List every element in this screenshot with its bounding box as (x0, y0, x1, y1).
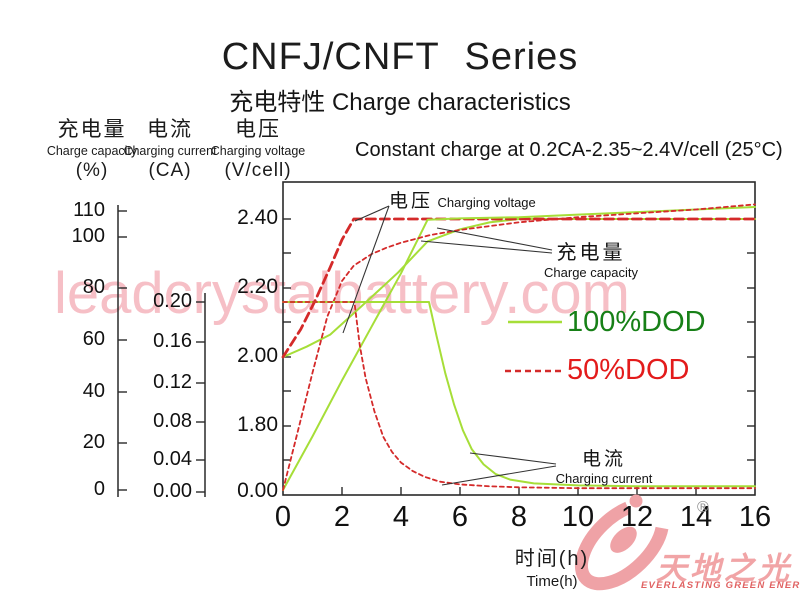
watermark-text: leadcrystalbattery.com (54, 261, 630, 326)
current-axis-label-zh: 电流 (147, 118, 193, 141)
chart-condition-title: Constant charge at 0.2CA-2.35~2.4V/cell … (355, 139, 783, 161)
voltage-tick-label: 2.00 (237, 344, 278, 367)
curve-100dod-current (282, 301, 756, 488)
capacity-axis-unit: (%) (75, 159, 109, 181)
page-title: CNFJ/CNFT Series (221, 36, 579, 78)
capacity-tick-label: 20 (82, 431, 105, 453)
capacity-axis-label-zh: 充电量 (57, 118, 127, 141)
voltage-axis-unit: (V/cell) (224, 159, 292, 181)
annotation-charging-current: 电流 Charging current (550, 444, 658, 486)
voltage-tick-label: 1.80 (237, 413, 278, 436)
current-tick-label: 0.12 (153, 371, 192, 393)
brand-tagline: EVERLASTING GREEN ENERGY (641, 580, 800, 591)
curve-50dod-capacity (282, 203, 756, 491)
time-tick-label: 14 (679, 501, 713, 533)
current-tick-label: 0.20 (153, 290, 192, 312)
annotation-leader-line (342, 205, 390, 334)
capacity-tick-label: 110 (73, 199, 105, 221)
capacity-axis-label-en: Charge capacity (46, 143, 138, 158)
logo-dot (629, 494, 643, 508)
time-axis-label-zh: 时间(h) (514, 548, 590, 570)
time-axis-title: 时间(h) Time(h) (492, 542, 612, 590)
time-axis-label-en: Time(h) (526, 573, 578, 590)
current-axis-unit: (CA) (148, 159, 192, 181)
voltage-axis-label-en: Charging voltage (210, 143, 306, 158)
current-tick-label: 0.04 (153, 448, 192, 470)
brand-name: 天地之光 (656, 551, 792, 586)
annotation-charge-capacity-en: Charge capacity (544, 265, 638, 280)
time-tick-label: 4 (392, 501, 410, 533)
registered-trademark-icon: ® (697, 499, 709, 516)
voltage-axis-label-zh: 电压 (235, 118, 281, 141)
logo-inner-blob (610, 526, 637, 553)
voltage-axis-header: 电压 Charging voltage (V/cell) (198, 118, 318, 181)
time-tick-label: 6 (451, 501, 469, 533)
annotation-charging-current-zh: 电流 (581, 449, 626, 470)
capacity-tick-label: 80 (82, 276, 105, 298)
annotation-charging-voltage-en: Charging voltage (437, 195, 536, 210)
curve-100dod-voltage (282, 218, 756, 358)
annotation-leader-line (441, 465, 557, 486)
capacity-tick-label: 60 (82, 328, 105, 350)
logo-ring (574, 497, 670, 591)
annotation-leader-line (436, 227, 553, 251)
capacity-tick-label: 40 (82, 380, 105, 402)
current-tick-label: 0.08 (153, 410, 192, 432)
annotation-charging-current-en: Charging current (555, 471, 653, 486)
capacity-tick-label: 100 (71, 225, 105, 247)
voltage-tick-label: 2.40 (237, 206, 278, 229)
current-tick-label: 0.00 (153, 480, 192, 502)
brand-logo-swoosh (574, 494, 670, 591)
time-tick-label: 2 (333, 501, 351, 533)
capacity-tick-label: 0 (93, 478, 105, 500)
time-tick-label: 10 (561, 501, 595, 533)
page-subtitle: 充电特性 Charge characteristics (229, 89, 571, 116)
voltage-tick-label: 0.00 (237, 479, 278, 502)
annotation-charging-voltage-zh: 电压 (389, 191, 434, 212)
curve-100dod-capacity (282, 206, 756, 491)
time-tick-label: 0 (274, 501, 292, 533)
annotation-leader-line (469, 452, 557, 465)
time-tick-label: 16 (738, 501, 772, 533)
time-tick-label: 8 (510, 501, 528, 533)
voltage-tick-label: 2.20 (237, 275, 278, 298)
annotation-leader-line (420, 240, 553, 254)
current-axis-label-en: Charging current (123, 143, 217, 158)
time-tick-label: 12 (620, 501, 654, 533)
annotation-leader-line (354, 205, 390, 222)
current-tick-label: 0.16 (153, 330, 192, 352)
annotation-charging-voltage: 电压 Charging voltage (389, 186, 536, 213)
legend-label-50dod: 50%DOD (567, 354, 690, 386)
annotation-charge-capacity: 充电量 Charge capacity (536, 236, 646, 280)
capacity-axis-header: 充电量 Charge capacity (%) (32, 118, 152, 181)
annotation-charge-capacity-zh: 充电量 (556, 242, 626, 264)
legend-label-100dod: 100%DOD (567, 306, 706, 338)
curve-50dod-current (282, 301, 756, 490)
current-axis-header: 电流 Charging current (CA) (110, 118, 230, 181)
curve-50dod-voltage (281, 217, 757, 359)
